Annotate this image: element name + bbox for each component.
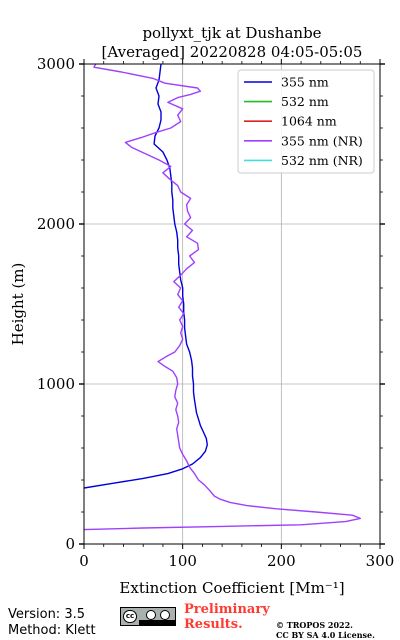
chart-title-line2: [Averaged] 20220828 04:05-05:05 xyxy=(102,43,363,61)
legend-entry-label: 1064 nm xyxy=(281,114,337,129)
preliminary-results-note: Preliminary Results. xyxy=(184,602,270,632)
legend-entry-label: 355 nm xyxy=(281,75,329,90)
y-axis-label: Height (m) xyxy=(9,263,27,346)
legend-entry-label: 532 nm xyxy=(281,94,329,109)
x-axis-label: Extinction Coefficient [Mm⁻¹] xyxy=(119,579,344,597)
y-tick-label: 3000 xyxy=(37,55,75,73)
y-tick-label: 0 xyxy=(65,535,75,553)
method-text: Method: Klett xyxy=(8,623,96,638)
legend-box xyxy=(237,69,375,174)
version-text: Version: 3.5 xyxy=(8,607,85,622)
x-tick-label: 200 xyxy=(267,552,296,570)
y-tick-label: 2000 xyxy=(37,215,75,233)
x-tick-label: 100 xyxy=(168,552,197,570)
y-tick-label: 1000 xyxy=(37,375,75,393)
copyright-line1: © TROPOS 2022. xyxy=(276,620,353,630)
series-line-355-nm xyxy=(84,64,209,489)
x-tick-label: 300 xyxy=(366,552,395,570)
legend-entry-label: 532 nm (NR) xyxy=(281,153,363,168)
extinction-profile-chart: pollyxt_tjk at Dushanbe [Averaged] 20220… xyxy=(9,24,395,597)
copyright-line2: CC BY SA 4.0 License. xyxy=(276,630,375,640)
preliminary-line2: Results. xyxy=(184,617,243,632)
legend: 355 nm 532 nm 1064 nm 355 nm (NR) 532 nm (NR… xyxy=(237,69,375,174)
cc-license-icon: cc xyxy=(120,607,176,626)
copyright-note: © TROPOS 2022. CC BY SA 4.0 License. xyxy=(276,620,375,640)
series-lines xyxy=(84,64,361,531)
chart-title-line1: pollyxt_tjk at Dushanbe xyxy=(142,24,321,42)
plot-frame xyxy=(83,63,381,545)
preliminary-line1: Preliminary xyxy=(184,602,270,617)
x-tick-label: 0 xyxy=(79,552,89,570)
legend-entry-label: 355 nm (NR) xyxy=(281,133,363,148)
series-line-355-nm-nr xyxy=(84,64,361,531)
footer-info: Version: 3.5 Method: Klett xyxy=(8,607,96,639)
